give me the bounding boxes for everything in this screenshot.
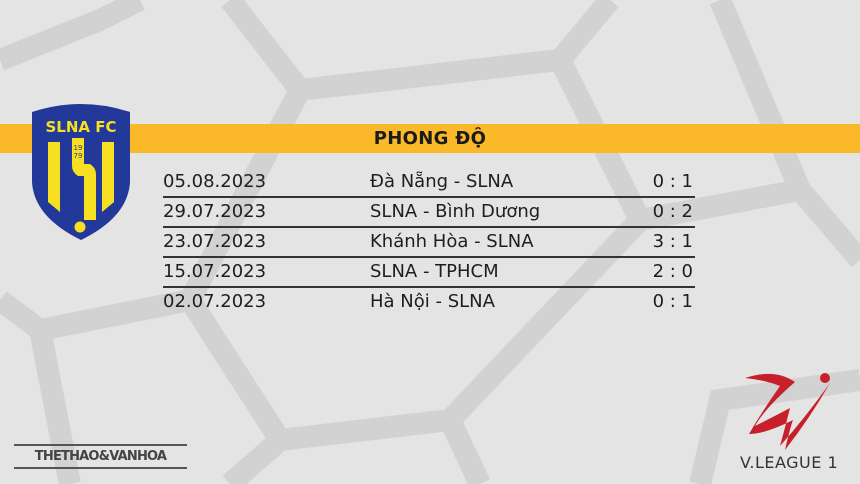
match-score: 0 : 1 [652, 171, 693, 192]
match-date: 23.07.2023 [163, 231, 267, 252]
match-score: 3 : 1 [652, 231, 693, 252]
section-title: PHONG ĐỘ [373, 128, 487, 149]
vleague-logo [745, 373, 830, 450]
match-date: 29.07.2023 [163, 201, 267, 222]
match-date: 15.07.2023 [163, 261, 267, 282]
table-row: 02.07.2023 Hà Nội - SLNA 0 : 1 [163, 288, 695, 318]
table-row: 15.07.2023 SLNA - TPHCM 2 : 0 [163, 258, 695, 288]
match-score: 2 : 0 [652, 261, 693, 282]
slna-fc-logo: SLNA FC 19 79 [32, 104, 130, 240]
form-table: 05.08.2023 Đà Nẵng - SLNA 0 : 1 29.07.2023… [163, 168, 695, 318]
match-teams: Hà Nội - SLNA [370, 291, 495, 312]
vleague-label: V.LEAGUE 1 [740, 453, 839, 472]
svg-text:19: 19 [74, 144, 83, 152]
match-score: 0 : 2 [652, 201, 693, 222]
section-banner: PHONG ĐỘ [0, 124, 860, 153]
match-teams: Khánh Hòa - SLNA [370, 231, 534, 252]
table-row: 29.07.2023 SLNA - Bình Dương 0 : 2 [163, 198, 695, 228]
svg-text:SLNA FC: SLNA FC [45, 118, 116, 136]
match-date: 05.08.2023 [163, 171, 267, 192]
thethao-vanhoa-logo: THETHAO&VANHOA [14, 444, 187, 469]
table-row: 05.08.2023 Đà Nẵng - SLNA 0 : 1 [163, 168, 695, 198]
match-score: 0 : 1 [652, 291, 693, 312]
match-teams: Đà Nẵng - SLNA [370, 171, 514, 192]
match-teams: SLNA - Bình Dương [370, 201, 541, 222]
match-date: 02.07.2023 [163, 291, 267, 312]
svg-text:79: 79 [74, 152, 83, 160]
match-teams: SLNA - TPHCM [370, 261, 499, 282]
table-row: 23.07.2023 Khánh Hòa - SLNA 3 : 1 [163, 228, 695, 258]
